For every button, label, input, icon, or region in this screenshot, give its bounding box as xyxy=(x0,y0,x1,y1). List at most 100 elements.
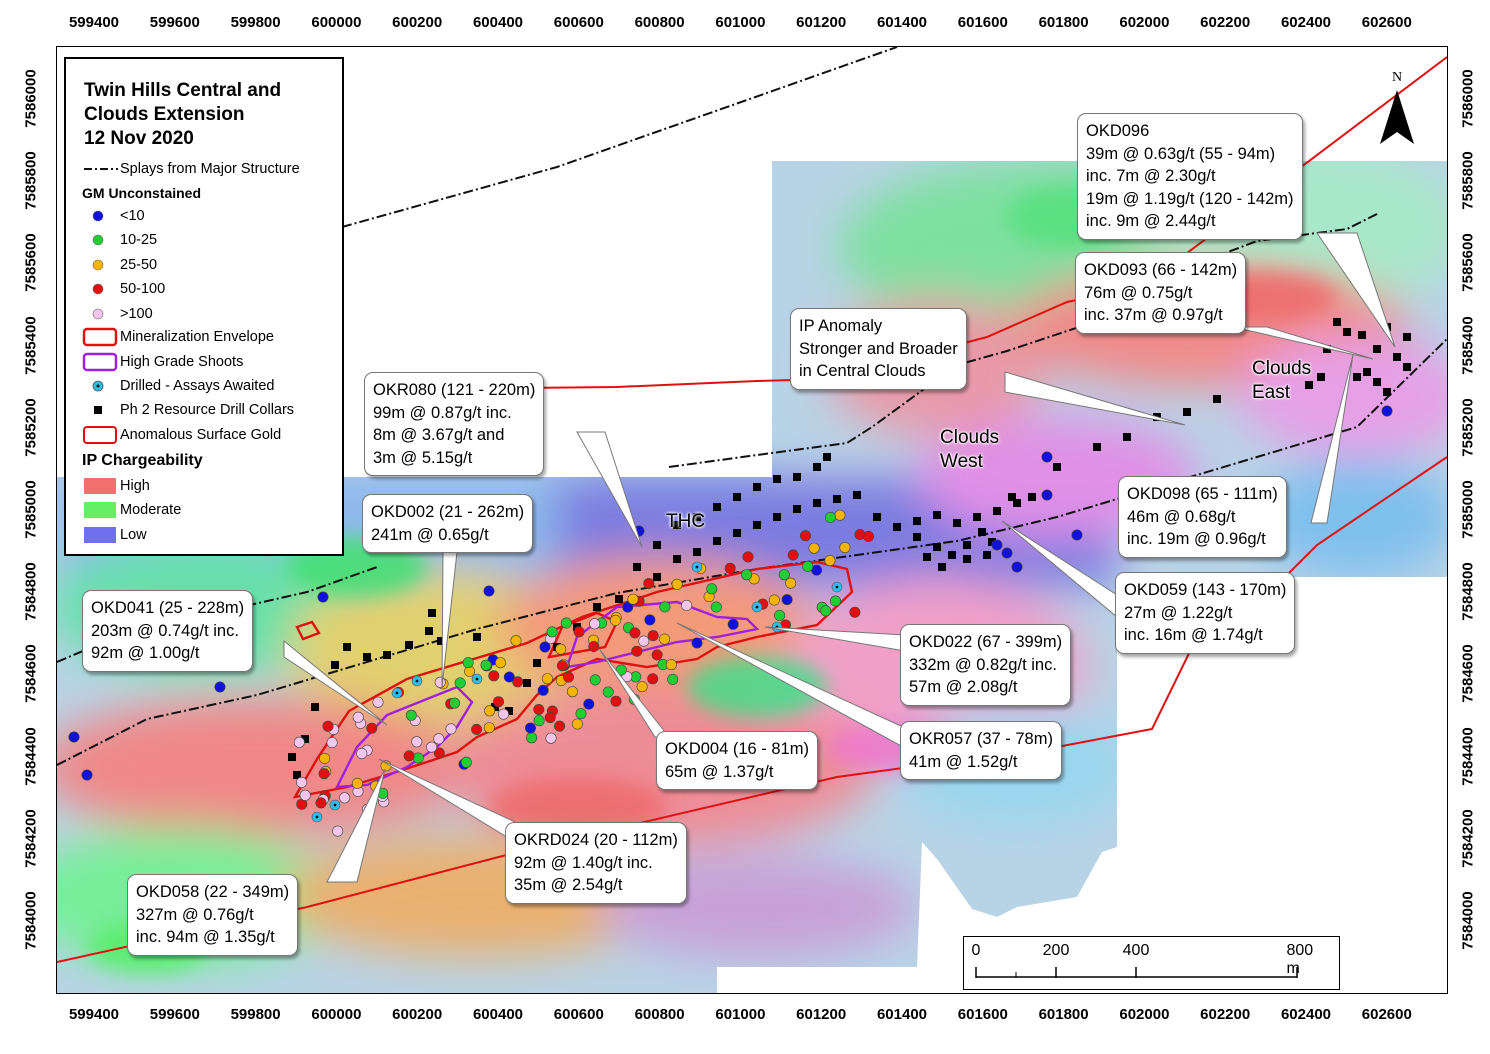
gm-point xyxy=(471,723,483,735)
y-tick-label: 7585800 xyxy=(22,151,40,210)
gm-point xyxy=(785,577,797,589)
gm-point xyxy=(403,750,415,762)
scale-label-400: 400 xyxy=(1122,942,1150,959)
gm-point xyxy=(319,752,331,764)
drill-collar xyxy=(1093,443,1101,451)
gm-point xyxy=(405,709,417,721)
drill-collar xyxy=(1183,408,1191,416)
callout-okr080: OKR080 (121 - 220m) 99m @ 0.87g/t inc. 8m … xyxy=(364,372,545,476)
x-tick-label: 600000 xyxy=(311,14,362,31)
y-tick-label: 7584600 xyxy=(22,644,40,704)
x-tick-label: 600600 xyxy=(553,1006,604,1023)
gm-point xyxy=(691,637,703,649)
scale-bar: 0 200 400 800 m xyxy=(963,936,1340,990)
gm-point xyxy=(741,569,753,581)
gm-point xyxy=(778,569,790,581)
callout-line: 35m @ 2.54g/t xyxy=(514,876,623,894)
x-tick-label: 602400 xyxy=(1280,14,1332,31)
gm-point xyxy=(560,617,572,629)
y-tick-label: 7586000 xyxy=(22,69,40,128)
y-tick-label: 7585600 xyxy=(1459,233,1477,293)
gm-point xyxy=(356,747,368,759)
y-tick-label: 7584000 xyxy=(22,891,40,950)
gm-point xyxy=(781,594,793,606)
callout-line: OKD059 (143 - 170m) xyxy=(1124,581,1287,599)
x-tick-label: 599800 xyxy=(230,14,281,31)
callout-line: 65m @ 1.37g/t xyxy=(665,762,774,781)
y-tick-label: 7585600 xyxy=(22,233,40,293)
gm-point xyxy=(293,736,305,748)
drill-collar xyxy=(988,538,996,546)
drill-collar xyxy=(773,513,781,521)
assays-awaited-dot xyxy=(415,679,419,683)
gm-point xyxy=(503,671,515,683)
drill-collar xyxy=(293,771,301,779)
x-tick-label: 602400 xyxy=(1280,1006,1332,1023)
drill-collar-icon xyxy=(82,399,120,421)
gm-point xyxy=(351,777,363,789)
x-tick-label: 600800 xyxy=(634,1006,685,1023)
drill-collar xyxy=(593,603,601,611)
scale-label-200: 200 xyxy=(1042,942,1070,959)
gm-point xyxy=(571,718,583,730)
legend-title-line-2: Clouds Extension xyxy=(84,104,245,125)
map-legend: Twin Hills Central and Clouds Extension … xyxy=(64,57,344,556)
drill-collar xyxy=(1383,388,1391,396)
gm-point xyxy=(588,640,600,652)
callout-line: inc. 9m @ 2.44g/t xyxy=(1086,212,1216,230)
gm-point xyxy=(512,676,524,688)
callout-okd041: OKD041 (25 - 228m) 203m @ 0.74g/t inc. 92m… xyxy=(82,590,254,672)
gm-point xyxy=(643,577,655,589)
legend-gm-class: 25-50 xyxy=(82,254,157,276)
gm-class-dot-icon xyxy=(82,303,120,325)
gm-point xyxy=(787,549,799,561)
drill-collar xyxy=(1343,328,1351,336)
callout-okrd024: OKRD024 (20 - 112m) 92m @ 1.40g/t inc. 35m… xyxy=(505,822,687,904)
x-tick-label: 601000 xyxy=(715,1006,766,1023)
ip-class-swatch-icon xyxy=(82,499,120,521)
x-tick-label: 602000 xyxy=(1119,14,1170,31)
gm-point xyxy=(659,601,671,613)
gm-class-dot-icon xyxy=(82,205,120,227)
gm-point xyxy=(589,618,601,630)
gm-point xyxy=(991,539,1003,551)
place-label-clouds-east: Clouds East xyxy=(1252,358,1312,403)
gm-point xyxy=(462,657,474,669)
legend-title-line-1: Twin Hills Central and xyxy=(84,80,282,101)
callout-okd002: OKD002 (21 - 262m) 241m @ 0.65g/t xyxy=(362,494,534,553)
drill-collar xyxy=(653,541,661,549)
x-tick-label: 601000 xyxy=(715,14,766,31)
callout-okd058: OKD058 (22 - 349m) 327m @ 0.76g/t inc. 94m… xyxy=(127,874,299,956)
gm-point xyxy=(539,641,551,653)
drill-collar xyxy=(1213,395,1221,403)
drill-collar xyxy=(773,475,781,483)
drill-collar xyxy=(938,563,946,571)
drill-collar xyxy=(853,491,861,499)
gm-point xyxy=(480,659,492,671)
assays-awaited-dot xyxy=(475,677,479,681)
callout-line: 92m @ 1.00g/t xyxy=(91,644,200,662)
legend-gm-class: >100 xyxy=(82,303,153,325)
callout-line: OKRD024 (20 - 112m) xyxy=(514,831,678,849)
x-tick-label: 600400 xyxy=(472,1006,524,1023)
gm-point xyxy=(326,737,338,749)
gm-point xyxy=(426,741,438,753)
drill-collar xyxy=(405,641,413,649)
place-label-clouds-west: Clouds West xyxy=(940,427,1000,472)
x-tick-label: 599600 xyxy=(149,14,200,31)
scale-label-0: 0 xyxy=(971,942,981,959)
splay-line-icon xyxy=(82,158,120,180)
callout-line: inc. 37m @ 0.97g/t xyxy=(1084,306,1223,324)
gm-class-dot-icon xyxy=(82,254,120,276)
gm-point xyxy=(556,660,568,672)
gm-point xyxy=(1041,489,1053,501)
gm-point xyxy=(849,606,861,618)
callout-line: 46m @ 0.68g/t xyxy=(1127,507,1236,526)
callout-okd093: OKD093 (66 - 142m) 76m @ 0.75g/t inc. 37m … xyxy=(1075,252,1247,334)
north-label: N xyxy=(1392,70,1403,85)
gm-point xyxy=(433,733,445,745)
gm-point xyxy=(609,614,621,626)
gm-point xyxy=(1011,561,1023,573)
drill-collar xyxy=(343,643,351,651)
gm-point xyxy=(583,698,595,710)
